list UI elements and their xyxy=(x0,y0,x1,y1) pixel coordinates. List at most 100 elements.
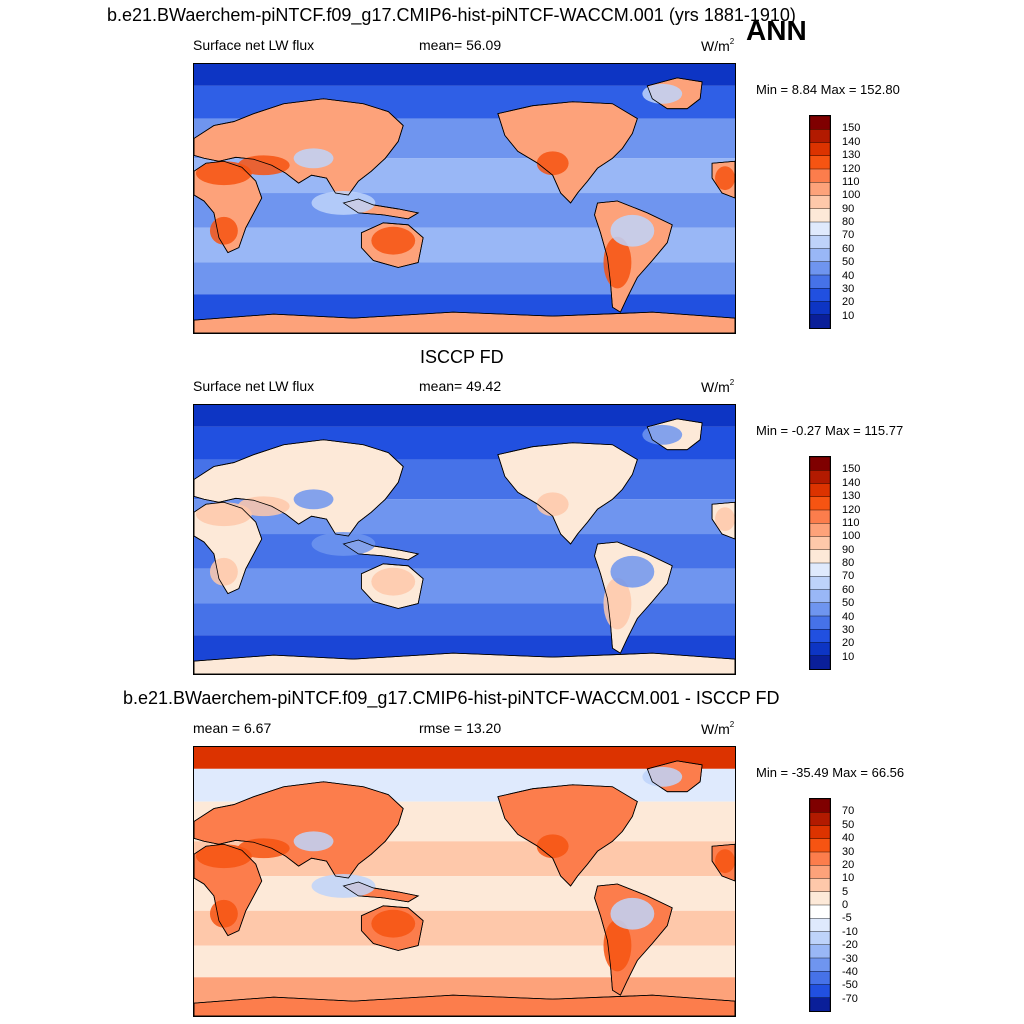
flux-contour-high xyxy=(715,849,735,874)
colorbar-tick-label: 50 xyxy=(842,818,855,831)
colorbar-swatch xyxy=(810,274,830,289)
colorbar-tick-label: -5 xyxy=(842,912,852,925)
panel1-mean-label: mean= 56.09 xyxy=(419,37,502,53)
colorbar-tick-label: 60 xyxy=(842,242,855,255)
landmass xyxy=(194,652,735,674)
coastline xyxy=(646,760,703,793)
colorbar-swatch xyxy=(810,865,830,880)
colorbar-tick-label: 90 xyxy=(842,543,855,556)
panel3-map xyxy=(193,746,736,1017)
colorbar-tick-label: 80 xyxy=(842,216,855,228)
flux-contour-high xyxy=(209,216,238,245)
colorbar-tick-label: 40 xyxy=(842,269,855,282)
panel1-minmax: Min = 8.84 Max = 152.80 xyxy=(756,82,900,97)
colorbar-swatch xyxy=(810,931,830,946)
colorbar-tick-label: 10 xyxy=(842,650,855,663)
colorbar-tick-label: 120 xyxy=(842,503,861,516)
colorbar-swatch xyxy=(810,838,830,853)
colorbar-swatch xyxy=(810,878,830,893)
flux-contour-low xyxy=(293,148,334,169)
flux-contour-high xyxy=(536,492,569,517)
flux-contour-high xyxy=(371,567,416,596)
colorbar-swatch xyxy=(810,812,830,827)
colorbar-tick-label: 150 xyxy=(842,122,861,135)
flux-contour-high xyxy=(536,151,569,176)
latitude-band xyxy=(194,262,735,295)
colorbar-tick-label: 100 xyxy=(842,189,861,202)
flux-contour-high xyxy=(195,844,252,869)
panel3-units: W/m2 xyxy=(701,720,735,737)
colorbar-swatch xyxy=(810,825,830,840)
colorbar-tick-label: 30 xyxy=(842,623,855,636)
colorbar-swatch xyxy=(810,129,830,144)
coastline xyxy=(194,311,735,333)
coastline xyxy=(194,501,263,595)
colorbar-swatch xyxy=(810,235,830,250)
flux-contour-low xyxy=(293,831,334,852)
colorbar-tick-label: 80 xyxy=(842,557,855,569)
colorbar-swatch xyxy=(810,142,830,157)
flux-contour-high xyxy=(603,577,632,630)
colorbar-swatch xyxy=(810,457,830,471)
colorbar-tick-label: 40 xyxy=(842,832,855,845)
colorbar-tick-label: -30 xyxy=(842,952,858,965)
panel2-units: W/m2 xyxy=(701,378,735,395)
flux-contour-low xyxy=(642,766,683,787)
colorbar-tick-label: 30 xyxy=(842,845,855,858)
panel3-minmax: Min = -35.49 Max = 66.56 xyxy=(756,765,905,780)
colorbar-tick-label: 5 xyxy=(842,885,849,898)
latitude-band xyxy=(194,64,735,86)
colorbar-tick-label: -20 xyxy=(842,939,858,952)
colorbar-swatch xyxy=(810,615,830,630)
colorbar-swatch xyxy=(810,155,830,170)
colorbar-swatch xyxy=(810,602,830,617)
colorbar-swatch xyxy=(810,918,830,933)
colorbar-swatch xyxy=(810,208,830,223)
panel3-colorbar xyxy=(809,798,831,1012)
colorbar-swatch xyxy=(810,642,830,657)
flux-contour-high xyxy=(195,502,252,527)
coastline xyxy=(646,418,703,451)
coastline xyxy=(194,652,735,674)
colorbar-swatch xyxy=(810,984,830,999)
coastline xyxy=(711,160,735,199)
flux-contour-low xyxy=(642,83,683,104)
panel2-colorbar xyxy=(809,456,831,670)
flux-contour-high xyxy=(715,166,735,191)
colorbar-swatch xyxy=(810,957,830,972)
coastline xyxy=(360,563,424,609)
colorbar-swatch xyxy=(810,523,830,538)
flux-contour-low xyxy=(610,214,655,247)
panel1-variable-label: Surface net LW flux xyxy=(193,37,315,53)
colorbar-swatch xyxy=(810,248,830,263)
colorbar-tick-label: 0 xyxy=(842,899,849,911)
panel2-title: ISCCP FD xyxy=(420,347,504,367)
colorbar-swatch xyxy=(810,576,830,591)
colorbar-tick-label: -40 xyxy=(842,965,858,978)
colorbar-tick-label: 70 xyxy=(842,805,855,818)
coastline xyxy=(497,784,638,887)
colorbar-tick-label: 110 xyxy=(842,516,860,529)
colorbar-tick-label: -70 xyxy=(842,992,858,1005)
flux-contour-low xyxy=(610,897,655,930)
coastline xyxy=(194,843,263,937)
colorbar-tick-label: 70 xyxy=(842,570,855,583)
colorbar-swatch xyxy=(810,536,830,551)
colorbar-swatch xyxy=(810,182,830,197)
colorbar-swatch xyxy=(810,470,830,485)
coastline xyxy=(360,222,424,268)
coastline xyxy=(342,198,420,220)
colorbar-swatch xyxy=(810,116,830,130)
colorbar-tick-label: 50 xyxy=(842,256,855,269)
landmass xyxy=(194,994,735,1016)
colorbar-swatch xyxy=(810,509,830,524)
colorbar-tick-label: 50 xyxy=(842,597,855,610)
flux-contour-high xyxy=(603,919,632,972)
colorbar-tick-label: 90 xyxy=(842,202,855,215)
panel1-title: b.e21.BWaerchem-piNTCF.f09_g17.CMIP6-his… xyxy=(107,5,796,25)
colorbar-swatch xyxy=(810,944,830,959)
colorbar-swatch xyxy=(810,971,830,986)
coastline xyxy=(594,541,673,654)
colorbar-tick-label: -50 xyxy=(842,979,858,992)
latitude-band xyxy=(194,747,735,769)
